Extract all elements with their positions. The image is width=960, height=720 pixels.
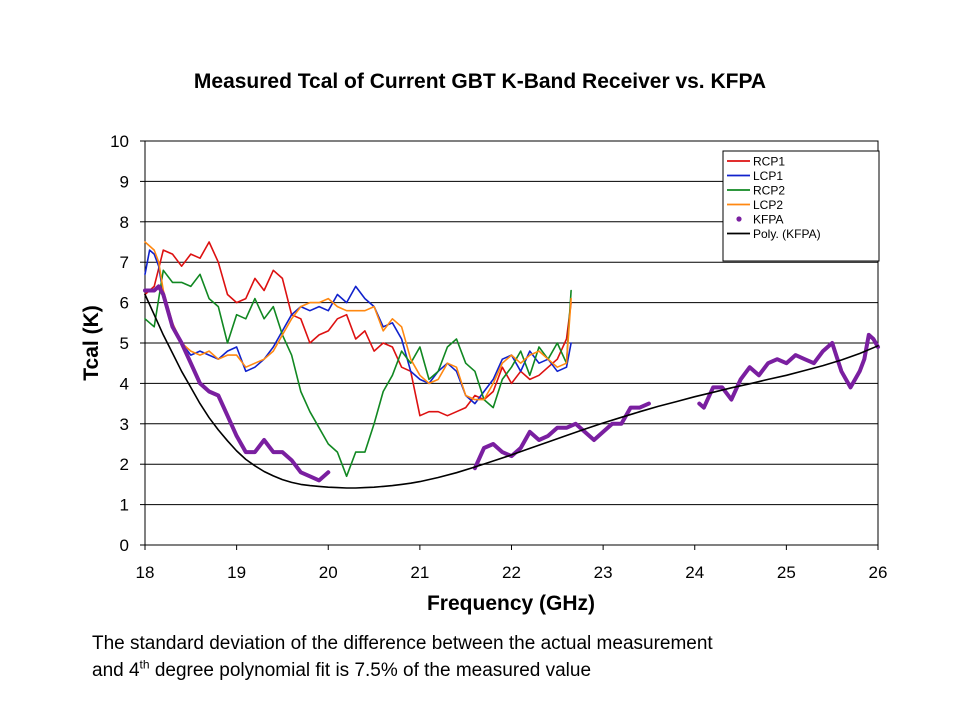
series-line-rcp1 (144, 241, 572, 417)
y-tick-label: 5 (120, 334, 129, 353)
y-tick-label: 1 (120, 496, 129, 515)
x-tick-label: 21 (410, 563, 429, 582)
x-axis-title: Frequency (GHz) (427, 592, 595, 615)
x-tick-label: 20 (319, 563, 338, 582)
series-line-lcp1 (144, 249, 572, 405)
x-tick-label: 23 (594, 563, 613, 582)
caption-superscript: th (139, 657, 150, 672)
x-tick-label: 25 (777, 563, 796, 582)
y-tick-label: 10 (110, 132, 129, 151)
x-tick-label: 26 (869, 563, 888, 582)
series-lines (143, 241, 880, 489)
y-tick-label: 8 (120, 213, 129, 232)
y-tick-label: 3 (120, 415, 129, 434)
legend-label-poly-kfpa: Poly. (KFPA) (753, 227, 821, 241)
caption-line-1: The standard deviation of the difference… (92, 633, 713, 654)
legend-label-lcp2: LCP2 (753, 198, 783, 212)
legend-label-rcp1: RCP1 (753, 155, 785, 169)
y-tick-label: 9 (120, 172, 129, 191)
y-tick-label: 6 (120, 294, 129, 313)
caption-line-2: and 4th degree polynomial fit is 7.5% of… (92, 657, 912, 684)
y-tick-label: 0 (120, 536, 129, 555)
x-ticks: 18 19 20 21 22 23 24 25 26 (136, 545, 888, 582)
chart-title: Measured Tcal of Current GBT K-Band Rece… (193, 70, 767, 93)
x-tick-label: 18 (136, 563, 155, 582)
series-line-kfpa (143, 284, 880, 483)
x-tick-label: 24 (685, 563, 704, 582)
legend-label-rcp2: RCP2 (753, 184, 785, 198)
legend-label-kfpa: KFPA (753, 213, 783, 227)
series-line-lcp2 (144, 241, 572, 401)
caption-line-2-start: and 4 (92, 660, 140, 681)
x-tick-label: 19 (227, 563, 246, 582)
legend-label-lcp1: LCP1 (753, 169, 783, 183)
series-line-poly-kfpa (144, 293, 879, 489)
x-tick-label: 22 (502, 563, 521, 582)
y-axis-title: Tcal (K) (80, 305, 103, 380)
legend-box (722, 150, 880, 262)
caption-line-2-end: degree polynomial fit is 7.5% of the mea… (149, 660, 592, 681)
y-tick-label: 4 (120, 374, 129, 393)
y-tick-label: 2 (120, 455, 129, 474)
y-ticks: 0 1 2 3 4 5 6 7 8 9 10 (110, 132, 145, 555)
legend-marker-kfpa (736, 216, 742, 222)
series-line-rcp2 (144, 269, 572, 478)
y-tick-label: 7 (120, 253, 129, 272)
caption: The standard deviation of the difference… (92, 630, 912, 684)
